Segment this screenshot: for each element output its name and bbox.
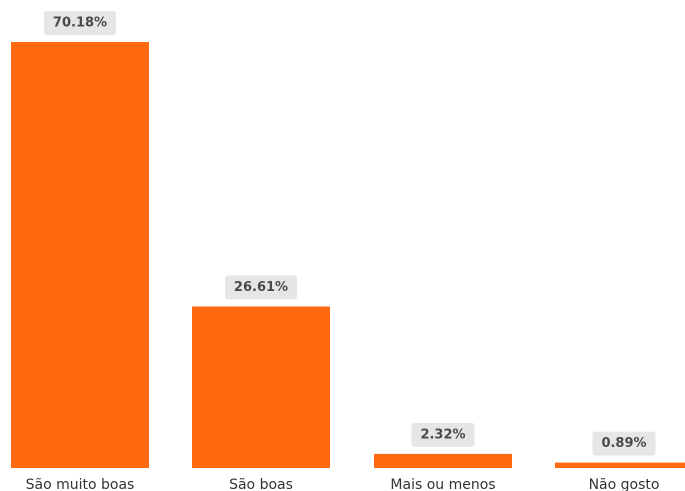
bar-sao-muito-boas[interactable] xyxy=(11,42,149,468)
data-label-text: 70.18% xyxy=(53,16,107,31)
data-labels-group: 70.18% 26.61% 2.32% 0.89% xyxy=(43,11,656,456)
x-tick-label-mais-ou-menos: Mais ou menos xyxy=(390,477,495,491)
data-label-text: 0.89% xyxy=(601,436,646,451)
x-tick-label-sao-boas: São boas xyxy=(229,477,293,491)
x-tick-label-nao-gosto: Não gosto xyxy=(589,477,660,491)
bar-mais-ou-menos[interactable] xyxy=(374,453,512,468)
data-label-background xyxy=(43,11,117,35)
data-label-text: 2.32% xyxy=(420,427,465,442)
data-label-text: 26.61% xyxy=(234,280,288,295)
data-label-mais-ou-menos: 2.32% xyxy=(411,422,475,447)
data-label-sao-boas: 26.61% xyxy=(224,275,298,300)
bar-nao-gosto[interactable] xyxy=(555,462,685,468)
x-tick-label-sao-muito-boas: São muito boas xyxy=(26,477,135,491)
bars-group xyxy=(11,42,685,468)
bar-sao-boas[interactable] xyxy=(192,306,330,468)
data-label-background xyxy=(592,431,656,456)
x-axis-tick-labels: São muito boas São boas Mais ou menos Não g… xyxy=(26,477,660,491)
data-label-nao-gosto: 0.89% xyxy=(592,431,656,456)
data-label-background xyxy=(411,422,475,447)
data-label-background xyxy=(224,275,298,300)
data-label-sao-muito-boas: 70.18% xyxy=(43,11,117,35)
